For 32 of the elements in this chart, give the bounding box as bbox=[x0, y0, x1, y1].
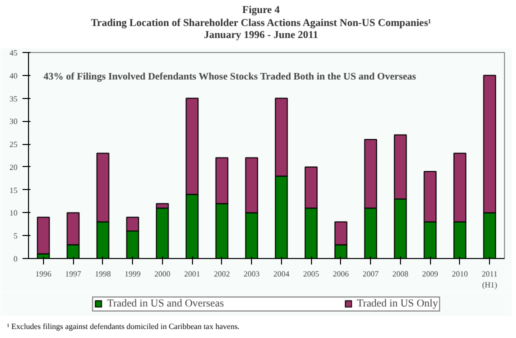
x-tick-label: 2009 bbox=[422, 269, 438, 278]
text: ¹ Excludes filings against defendants domiciled in Caribbean tax havens. bbox=[7, 320, 240, 332]
y-tick-label: 40 bbox=[10, 71, 18, 80]
legend-label: Traded in US Only bbox=[356, 298, 438, 310]
x-tick-label: 2000 bbox=[154, 269, 170, 278]
y-tick-label: 30 bbox=[10, 116, 18, 126]
x-tick-label: 2001 bbox=[184, 269, 200, 278]
legend-label: Traded in US and Overseas bbox=[107, 298, 224, 310]
bar bbox=[36, 216, 50, 254]
x-tick-label: 1999 bbox=[124, 269, 141, 278]
x-tick-label: 1998 bbox=[94, 269, 111, 278]
y-tick-label: 5 bbox=[14, 231, 18, 240]
x-tick-label: 1996 bbox=[35, 269, 52, 278]
x-tick-label: 2011 (H1) bbox=[482, 269, 498, 290]
x-tick-label: 2004 bbox=[273, 269, 290, 278]
y-tick-label: 15 bbox=[10, 186, 18, 195]
x-tick-label: 2002 bbox=[214, 269, 230, 278]
annotation: 43% of Filings Involved Defendants Whose Stocks Traded Both in the US and Overseas bbox=[44, 71, 416, 82]
x-tick-label: 2006 bbox=[332, 269, 349, 278]
x-tick-label: 2003 bbox=[244, 269, 260, 278]
x-tick-label: 2010 bbox=[452, 269, 468, 278]
x-tick-label: 2007 bbox=[362, 269, 379, 278]
x-tick-label: 1997 bbox=[65, 269, 82, 278]
y-tick-label: 20 bbox=[10, 162, 18, 172]
y-tick-label: 0 bbox=[14, 254, 18, 264]
y-tick-label: 10 bbox=[10, 208, 18, 218]
x-tick-label: 2005 bbox=[303, 269, 320, 278]
chart-title: Figure 4 Trading Location of Shareholder Class Actions Against Non-US Companies¹ January 1996 - June 2011 bbox=[90, 5, 432, 43]
x-tick-label: 2008 bbox=[392, 269, 408, 278]
y-tick-label: 25 bbox=[10, 140, 18, 149]
y-tick-label: 45 bbox=[10, 48, 18, 58]
y-tick-label: 35 bbox=[10, 94, 18, 104]
